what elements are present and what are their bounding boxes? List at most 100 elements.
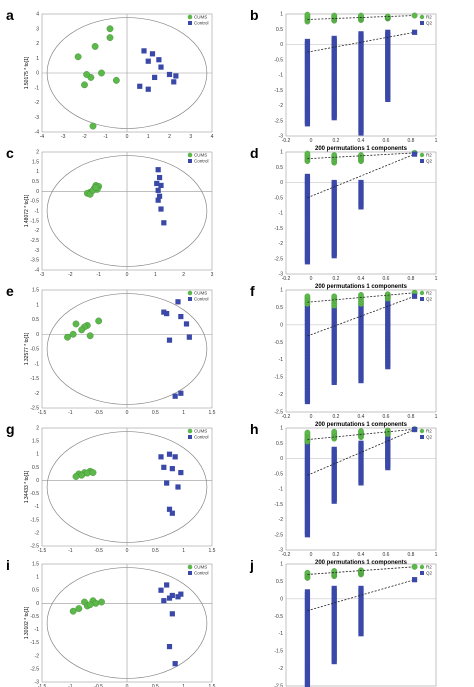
x-tick-label: -0.2	[282, 552, 291, 558]
legend-label-cums: CUMS	[194, 153, 207, 158]
q2-point	[304, 644, 311, 650]
y-tick-label: 3	[36, 26, 39, 32]
q2-point	[331, 628, 337, 634]
y-tick-label: -0.5	[274, 614, 283, 620]
q2-point	[304, 614, 311, 620]
confidence-ellipse	[46, 155, 208, 267]
cums-point	[81, 81, 88, 89]
q2-point	[331, 340, 337, 346]
control-point	[161, 464, 167, 470]
panel-j: j-0.200.20.40.60.8110.50-0.5-1-1.5-2-2.5…	[249, 557, 437, 687]
panel-label-c: c	[6, 145, 14, 161]
cums-point	[106, 34, 114, 41]
cums-point	[83, 469, 91, 477]
panel-label-i: i	[6, 557, 10, 573]
control-point	[171, 79, 177, 85]
q2-point	[331, 357, 337, 363]
y-tick-label: 0	[36, 478, 39, 484]
panel-label-h: h	[250, 421, 259, 437]
control-point	[164, 311, 170, 317]
control-point	[178, 469, 184, 476]
y-tick-label: 2	[36, 150, 39, 156]
y-tick-label: -0.5	[274, 195, 283, 201]
x-tick-label: -1	[68, 684, 73, 687]
y-tick-label: -2.5	[274, 410, 283, 416]
legend-label-cums: CUMS	[194, 15, 207, 20]
q2-point	[358, 375, 364, 381]
r2-point	[384, 291, 391, 298]
q2-point	[358, 325, 364, 331]
control-point	[166, 506, 173, 512]
y-tick-label: -1.5	[274, 502, 283, 508]
q2-point	[358, 305, 364, 312]
x-tick-label: 1.5	[209, 410, 216, 416]
plot-frame	[285, 427, 437, 551]
q2-regression-line	[307, 153, 415, 199]
q2-point	[304, 325, 311, 331]
q2-point	[304, 680, 311, 686]
x-tick-label: 0.2	[333, 276, 340, 282]
cums-point	[78, 326, 86, 334]
control-point	[178, 390, 184, 396]
control-point	[156, 57, 162, 63]
control-point	[156, 193, 163, 199]
y-tick-label: -3	[279, 134, 284, 140]
y-tick-label: 0.5	[276, 27, 283, 33]
q2-point	[304, 636, 311, 642]
q2-point	[331, 599, 337, 606]
legend-label-cums: CUMS	[194, 291, 207, 296]
q2-point	[331, 320, 337, 326]
q2-point	[358, 602, 364, 608]
panel-d: d -0.2 0 0.2 0.4 0.6 0.8 1 1 0.5 0 -0.5 -1 -1.5 -2 -2.5…	[250, 145, 438, 290]
x-tick-label: -1.5	[38, 410, 47, 416]
q2-point	[358, 350, 364, 356]
q2-point	[304, 173, 311, 179]
x-tick-label: 1	[435, 276, 438, 282]
y-axis-label: 1.32577 * to[1]	[24, 332, 30, 365]
q2-point	[358, 614, 364, 620]
y-tick-label: -1	[279, 211, 284, 217]
y-tick-label: 1	[36, 452, 39, 458]
q2-point	[331, 326, 337, 332]
q2-point	[304, 650, 311, 656]
x-tick-label: 0.5	[152, 684, 159, 687]
y-tick-label: -1.5	[30, 517, 39, 523]
x-tick-label: 1	[435, 138, 438, 144]
control-point	[166, 451, 173, 457]
r2-point	[358, 152, 364, 158]
q2-point	[358, 311, 364, 317]
panel-label-b: b	[250, 7, 259, 23]
q2-point	[358, 336, 364, 342]
control-point	[164, 480, 170, 486]
r2-point	[331, 428, 338, 435]
q2-point	[358, 608, 364, 614]
q2-point	[331, 309, 337, 315]
control-point	[166, 595, 173, 601]
y-tick-label: -2.5	[30, 666, 39, 672]
x-axis-label: 200 permutations 1 components	[315, 560, 408, 566]
y-tick-label: -3	[35, 680, 40, 686]
legend-marker-control	[188, 571, 192, 575]
y-tick-label: 1	[280, 426, 283, 432]
q2-point	[358, 622, 364, 628]
y-tick-label: -0.5	[30, 347, 39, 353]
y-tick-label: 0.5	[276, 305, 283, 311]
y-tick-label: -3	[35, 115, 40, 121]
q2-point	[331, 656, 337, 662]
y-tick-label: -0.5	[274, 340, 283, 346]
x-tick-label: 0.8	[408, 552, 415, 558]
y-tick-label: 0	[280, 42, 283, 48]
y-tick-label: 0	[36, 601, 39, 607]
q2-point	[358, 611, 364, 617]
q2-point	[304, 393, 311, 399]
legend-marker-q2	[420, 21, 424, 25]
q2-point	[304, 370, 311, 376]
q2-point	[385, 313, 391, 319]
q2-point	[304, 661, 311, 667]
y-axis-label: 1.48072 * to[1]	[24, 194, 30, 227]
q2-point	[385, 330, 391, 336]
x-tick-label: -0.2	[282, 138, 291, 144]
control-point	[178, 591, 184, 597]
y-tick-label: 1.5	[32, 439, 39, 445]
q2-point	[304, 342, 311, 348]
